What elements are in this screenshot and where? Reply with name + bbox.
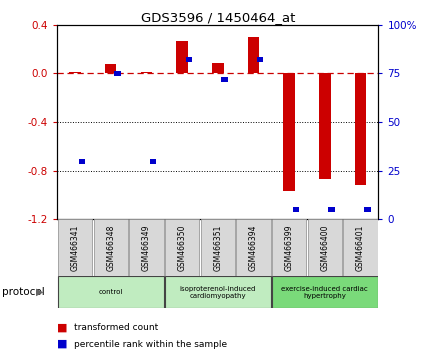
Bar <box>150 159 156 164</box>
Bar <box>165 276 271 308</box>
Bar <box>248 37 259 73</box>
Text: transformed count: transformed count <box>74 323 158 332</box>
Bar <box>308 219 342 276</box>
Text: GSM466401: GSM466401 <box>356 224 365 271</box>
Bar <box>201 219 235 276</box>
Bar <box>212 63 224 73</box>
Bar <box>272 276 378 308</box>
Text: ■: ■ <box>57 322 68 332</box>
Bar <box>176 41 188 73</box>
Text: protocol: protocol <box>2 287 45 297</box>
Bar <box>293 207 299 212</box>
Bar <box>283 73 295 192</box>
Bar <box>364 207 370 212</box>
Bar <box>236 219 271 276</box>
Bar <box>94 219 128 276</box>
Bar <box>344 219 378 276</box>
Bar <box>355 73 366 185</box>
Bar <box>58 276 164 308</box>
Text: percentile rank within the sample: percentile rank within the sample <box>74 339 227 349</box>
Text: GSM466399: GSM466399 <box>285 224 293 271</box>
Bar <box>328 207 335 212</box>
Bar <box>165 219 199 276</box>
Bar <box>257 57 264 62</box>
Text: GSM466394: GSM466394 <box>249 224 258 271</box>
Text: GSM466341: GSM466341 <box>70 224 80 271</box>
Bar <box>272 219 306 276</box>
Bar <box>221 77 228 82</box>
Text: ■: ■ <box>57 339 68 349</box>
Bar <box>105 64 117 73</box>
Bar <box>58 219 92 276</box>
Bar <box>319 73 330 179</box>
Text: GSM466350: GSM466350 <box>178 224 187 271</box>
Text: control: control <box>99 289 123 295</box>
Bar <box>141 72 152 73</box>
Text: exercise-induced cardiac
hypertrophy: exercise-induced cardiac hypertrophy <box>282 286 368 298</box>
Text: GSM466349: GSM466349 <box>142 224 151 271</box>
Text: GSM466351: GSM466351 <box>213 224 222 271</box>
Bar <box>129 219 164 276</box>
Bar <box>70 72 81 73</box>
Bar <box>79 159 85 164</box>
Bar <box>114 71 121 76</box>
Text: ▶: ▶ <box>36 287 44 297</box>
Text: GSM466348: GSM466348 <box>106 224 115 271</box>
Bar <box>186 57 192 62</box>
Text: GSM466400: GSM466400 <box>320 224 330 271</box>
Title: GDS3596 / 1450464_at: GDS3596 / 1450464_at <box>141 11 295 24</box>
Text: isoproterenol-induced
cardiomyopathy: isoproterenol-induced cardiomyopathy <box>180 286 256 298</box>
